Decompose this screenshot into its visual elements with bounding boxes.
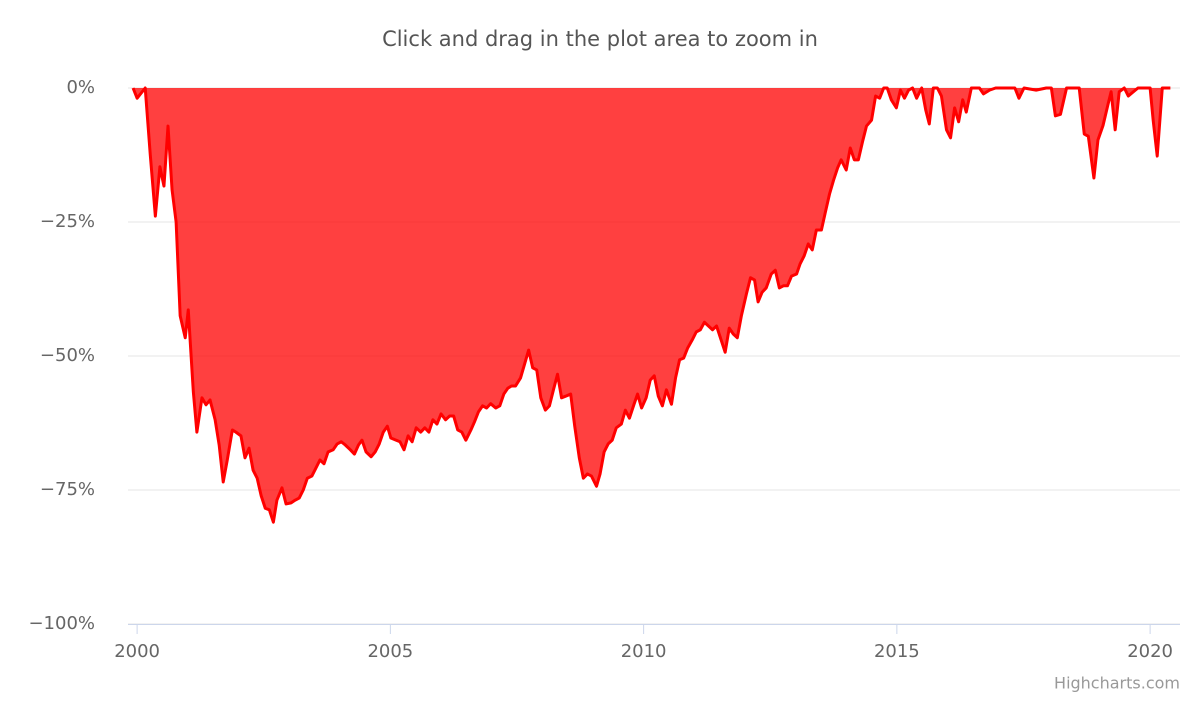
area-line [131, 86, 1171, 524]
y-tick-label: −25% [40, 211, 95, 232]
y-tick-label: −75% [40, 479, 95, 500]
x-tick-label: 2020 [1127, 641, 1173, 662]
chart-title: Click and drag in the plot area to zoom … [382, 27, 818, 51]
credits[interactable]: Highcharts.com [1054, 674, 1180, 693]
y-tick-label: −100% [28, 613, 95, 634]
x-tick-label: 2015 [874, 641, 920, 662]
x-tick-label: 2010 [621, 641, 667, 662]
x-tick-label: 2000 [114, 641, 160, 662]
x-tick-label: 2005 [367, 641, 413, 662]
y-tick-label: −50% [40, 345, 95, 366]
y-tick-label: 0% [66, 77, 95, 98]
area-fill [133, 88, 1171, 523]
